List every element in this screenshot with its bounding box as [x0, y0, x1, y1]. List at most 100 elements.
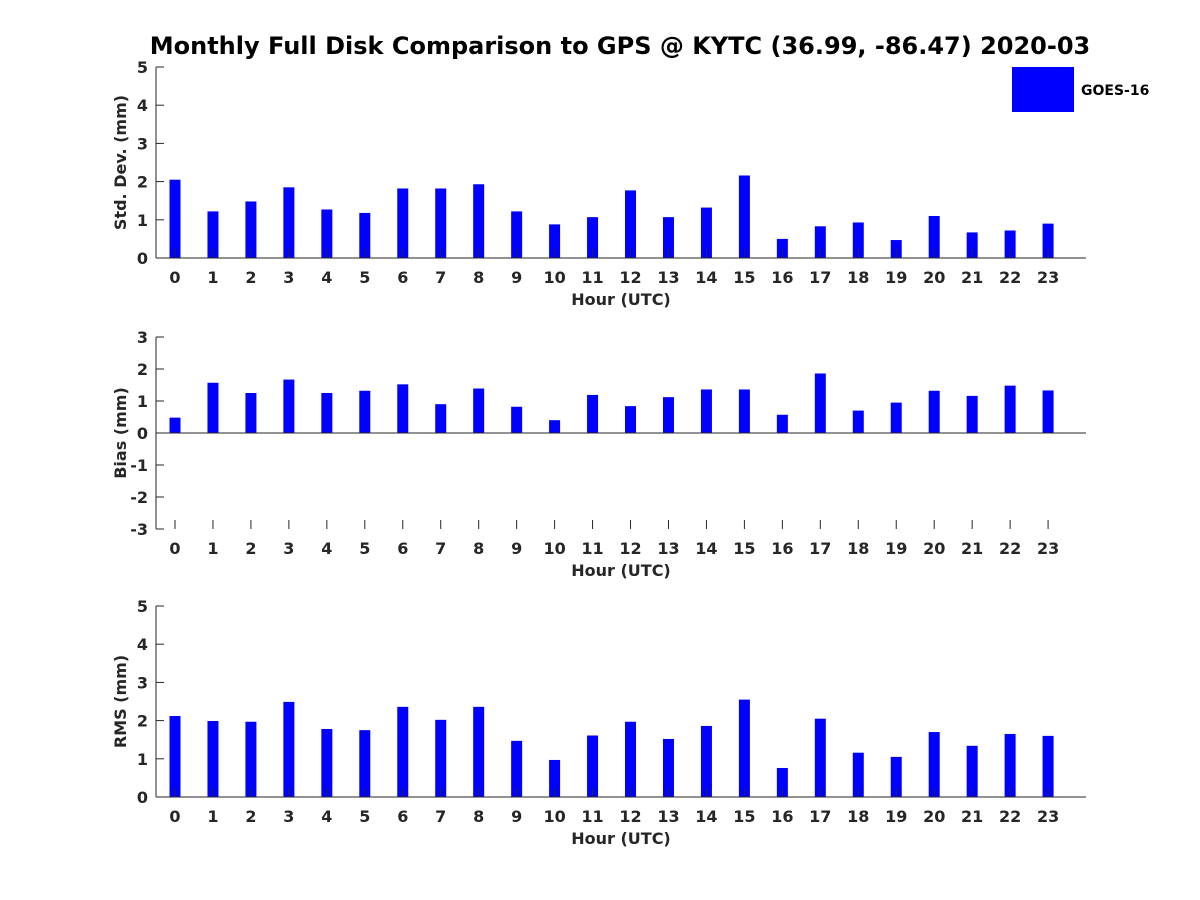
bias-x-tick-label: 7 — [435, 539, 446, 558]
bias-y-tick-label: -1 — [130, 456, 148, 475]
rms-bar-hour-1 — [207, 720, 219, 797]
bias-y-tick-label: -2 — [130, 488, 148, 507]
rms-y-tick-label: 5 — [137, 597, 148, 616]
bias-x-tick-label: 3 — [283, 539, 294, 558]
std-dev-bar-hour-1 — [207, 211, 219, 258]
rms-x-axis-title: Hour (UTC) — [571, 829, 671, 848]
std-dev-x-tick-label: 23 — [1037, 268, 1059, 287]
std-dev-x-tick-label: 5 — [359, 268, 370, 287]
std-dev-bar-hour-18 — [852, 222, 864, 258]
legend-label: GOES-16 — [1081, 83, 1149, 99]
chart-title: Monthly Full Disk Comparison to GPS @ KY… — [150, 32, 1090, 60]
bias-x-tick-label: 8 — [473, 539, 484, 558]
bias-x-tick-label: 11 — [581, 539, 603, 558]
std-dev-bar-hour-9 — [511, 211, 523, 258]
rms-x-tick-label: 3 — [283, 807, 294, 826]
bias-bar-hour-8 — [473, 388, 485, 433]
std-dev-x-tick-label: 3 — [283, 268, 294, 287]
std-dev-bar-hour-0 — [169, 179, 181, 258]
bias-x-tick-label: 1 — [207, 539, 218, 558]
std-dev-x-tick-label: 12 — [619, 268, 641, 287]
bias-bar-hour-13 — [662, 397, 674, 433]
rms-x-tick-label: 8 — [473, 807, 484, 826]
std-dev-bar-hour-6 — [397, 188, 409, 258]
rms-bar-hour-16 — [776, 767, 788, 797]
std-dev-bar-hour-23 — [1042, 223, 1054, 258]
bias-bar-hour-7 — [435, 404, 447, 433]
rms-bar-hour-5 — [359, 730, 371, 797]
bias-y-tick-label: 1 — [137, 392, 148, 411]
std-dev-bar-hour-2 — [245, 201, 257, 258]
rms-x-tick-label: 4 — [321, 807, 332, 826]
rms-bar-hour-11 — [587, 735, 599, 797]
std-dev-bar-hour-10 — [549, 224, 561, 258]
bias-x-tick-label: 12 — [619, 539, 641, 558]
bias-y-tick-label: 0 — [137, 424, 148, 443]
bias-y-tick-label: 2 — [137, 360, 148, 379]
rms-bar-hour-23 — [1042, 735, 1054, 797]
bias-bar-hour-21 — [966, 395, 978, 433]
bias-bar-hour-12 — [625, 406, 637, 433]
std-dev-y-tick-label: 2 — [137, 173, 148, 192]
std-dev-bar-hour-16 — [776, 238, 788, 258]
rms-bar-hour-22 — [1004, 733, 1016, 797]
rms-bar-hour-7 — [435, 719, 447, 797]
rms-x-tick-label: 2 — [245, 807, 256, 826]
rms-y-tick-label: 2 — [137, 712, 148, 731]
std-dev-y-tick-label: 4 — [137, 96, 148, 115]
rms-bar-hour-13 — [662, 738, 674, 797]
std-dev-bar-hour-21 — [966, 232, 978, 258]
std-dev-x-tick-label: 9 — [511, 268, 522, 287]
std-dev-x-tick-label: 22 — [999, 268, 1021, 287]
rms-y-tick-label: 1 — [137, 750, 148, 769]
rms-x-tick-label: 23 — [1037, 807, 1059, 826]
std-dev-bar-hour-12 — [625, 190, 637, 258]
rms-bar-hour-4 — [321, 729, 333, 797]
bias-bar-hour-1 — [207, 382, 219, 433]
std-dev-x-tick-label: 18 — [847, 268, 869, 287]
bias-x-axis-title: Hour (UTC) — [571, 561, 671, 580]
bias-bar-hour-15 — [738, 389, 750, 433]
std-dev-y-tick-label: 1 — [137, 211, 148, 230]
bias-x-tick-label: 5 — [359, 539, 370, 558]
bias-x-tick-label: 19 — [885, 539, 907, 558]
rms-x-tick-label: 19 — [885, 807, 907, 826]
bias-bar-hour-22 — [1004, 385, 1016, 433]
bias-bar-hour-5 — [359, 390, 371, 433]
bias-y-axis-title: Bias (mm) — [111, 387, 130, 479]
bias-bar-hour-19 — [890, 402, 902, 433]
rms-bar-hour-21 — [966, 745, 978, 797]
bias-x-tick-label: 14 — [695, 539, 717, 558]
bias-x-tick-label: 18 — [847, 539, 869, 558]
legend-swatch — [1012, 67, 1074, 112]
bias-x-tick-label: 4 — [321, 539, 332, 558]
bias-x-tick-label: 2 — [245, 539, 256, 558]
std-dev-x-tick-label: 0 — [169, 268, 180, 287]
rms-x-tick-label: 18 — [847, 807, 869, 826]
std-dev-y-axis-title: Std. Dev. (mm) — [111, 95, 130, 230]
rms-bar-hour-8 — [473, 706, 485, 797]
rms-x-tick-label: 21 — [961, 807, 983, 826]
std-dev-bar-hour-20 — [928, 215, 940, 258]
bias-bar-hour-3 — [283, 379, 295, 433]
rms-x-tick-label: 10 — [543, 807, 565, 826]
std-dev-x-tick-label: 15 — [733, 268, 755, 287]
std-dev-x-tick-label: 20 — [923, 268, 945, 287]
bias-x-tick-label: 21 — [961, 539, 983, 558]
bias-bar-hour-2 — [245, 393, 257, 433]
rms-y-tick-label: 4 — [137, 635, 148, 654]
rms-bar-hour-18 — [852, 752, 864, 797]
bias-y-tick-label: 3 — [137, 328, 148, 347]
rms-bar-hour-0 — [169, 716, 181, 797]
std-dev-x-tick-label: 6 — [397, 268, 408, 287]
rms-x-tick-label: 1 — [207, 807, 218, 826]
std-dev-bar-hour-4 — [321, 209, 333, 258]
bias-x-tick-label: 17 — [809, 539, 831, 558]
rms-bar-hour-10 — [549, 759, 561, 797]
std-dev-x-tick-label: 10 — [543, 268, 565, 287]
bias-bar-hour-17 — [814, 373, 826, 433]
